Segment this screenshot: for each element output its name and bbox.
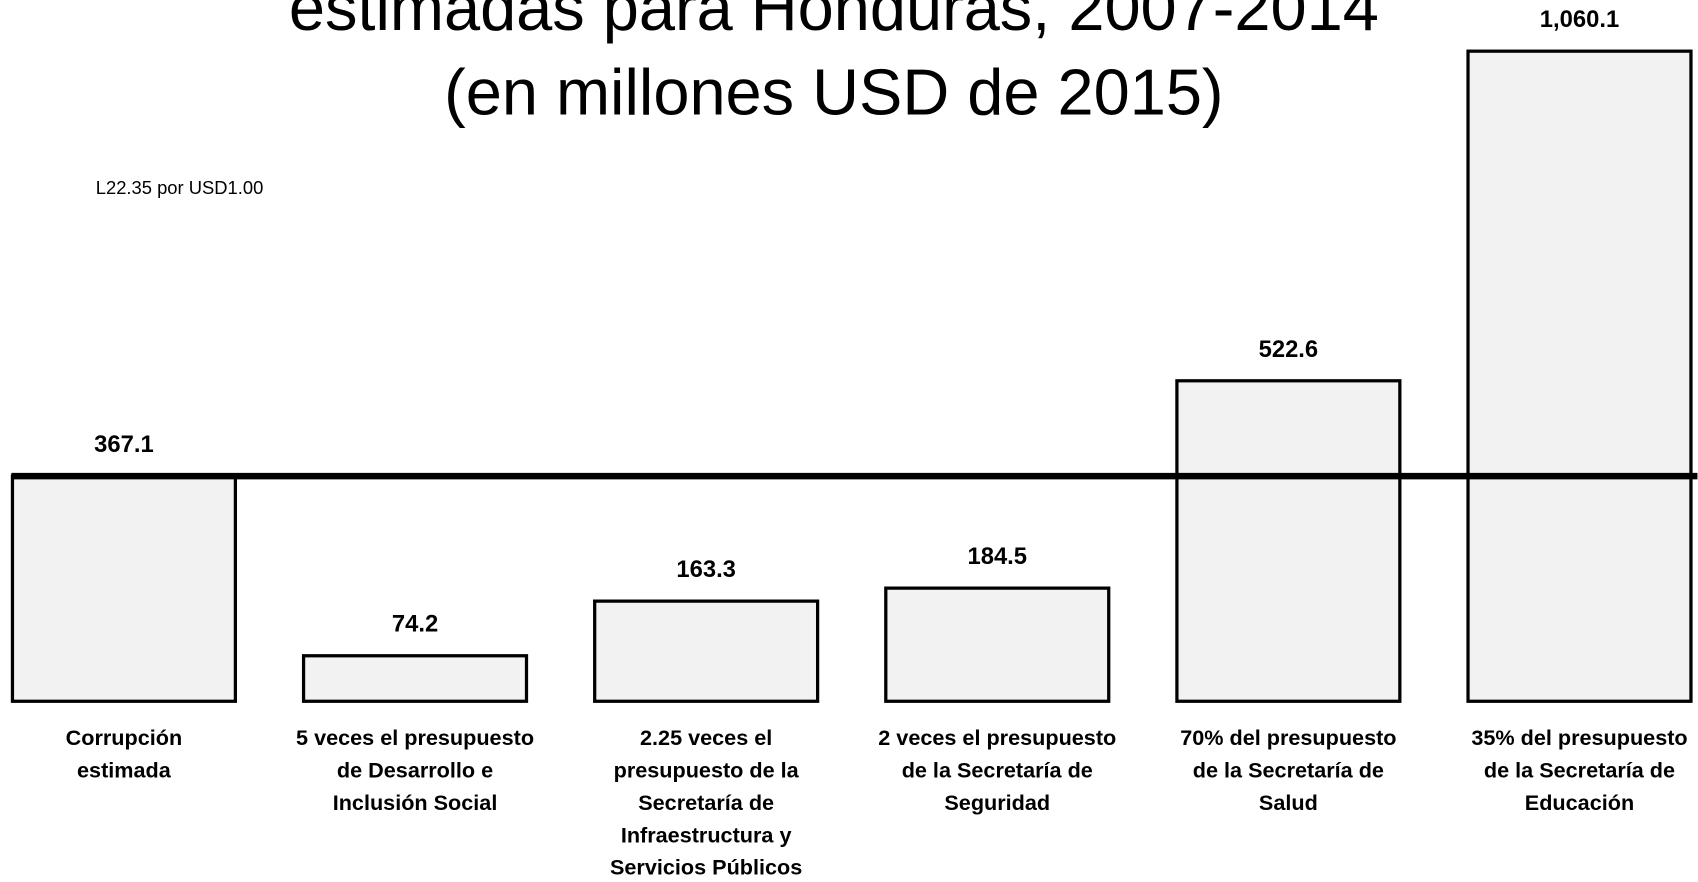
x-tick-label: Inclusión Social <box>333 790 498 815</box>
value-label: 367.1 <box>94 431 154 458</box>
bar <box>10 474 238 703</box>
bar <box>1466 49 1693 703</box>
x-tick-label: Seguridad <box>944 790 1050 815</box>
bar <box>301 654 529 703</box>
x-tick-label: 70% del presupuesto <box>1180 725 1396 750</box>
x-tick-label: 5 veces el presupuesto <box>296 725 534 750</box>
value-label: 184.5 <box>967 543 1027 570</box>
x-tick-label: Servicios Públicos <box>610 855 802 880</box>
x-tick-label: Corrupción <box>66 725 183 750</box>
x-tick-label: Educación <box>1525 790 1634 815</box>
annotation: L22.35 por USD1.00 <box>96 177 264 198</box>
x-tick-label: 2 veces el presupuesto <box>878 725 1116 750</box>
value-label: 163.3 <box>676 556 736 583</box>
x-tick-label: presupuesto de la <box>614 757 800 782</box>
x-tick-label: de Desarrollo e <box>337 757 493 782</box>
value-label: 522.6 <box>1259 336 1319 363</box>
x-tick-label: 2.25 veces el <box>640 725 772 750</box>
value-label: 74.2 <box>392 611 438 638</box>
x-tick-label: 35% del presupuesto <box>1471 725 1687 750</box>
x-tick-label: Secretaría de <box>638 790 774 815</box>
value-label: 1,060.1 <box>1540 6 1619 33</box>
x-tick-label: de la Secretaría de <box>1193 757 1384 782</box>
x-tick-label: Salud <box>1259 790 1318 815</box>
x-tick-label: Infraestructura y <box>621 822 792 847</box>
x-tick-label: de la Secretaría de <box>902 757 1093 782</box>
x-tick-label: de la Secretaría de <box>1484 757 1675 782</box>
x-tick-label: estimada <box>77 757 172 782</box>
bar <box>593 599 820 703</box>
bar <box>1175 379 1402 703</box>
chart-title: (en millones USD de 2015) <box>444 56 1223 129</box>
bar <box>884 586 1111 703</box>
chart-title: estimadas para Honduras, 2007-2014 <box>289 0 1379 44</box>
